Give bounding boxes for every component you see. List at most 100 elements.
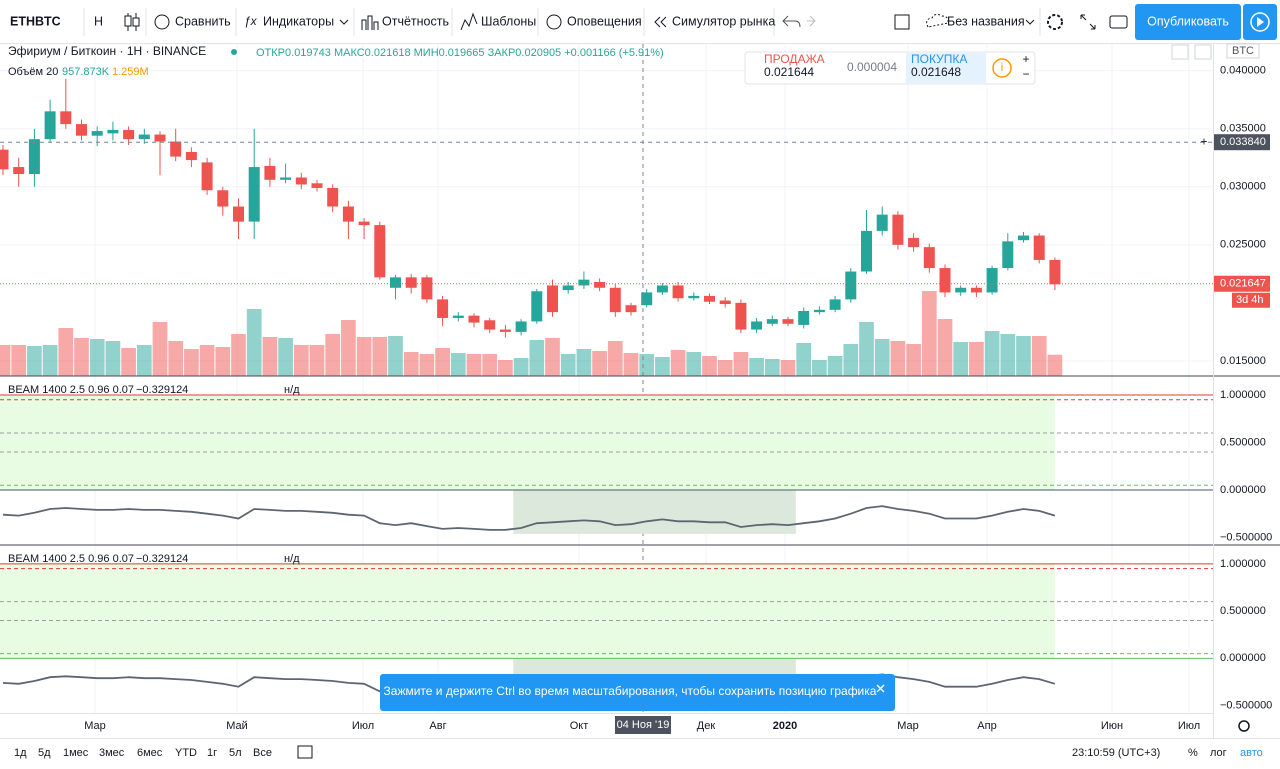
last-price-badge [1214, 275, 1270, 292]
info-glyph[interactable]: i [1001, 60, 1004, 74]
fullscreen-box[interactable] [894, 14, 910, 30]
financials-icon[interactable] [361, 15, 379, 30]
candle-body [405, 277, 417, 288]
range-button[interactable]: 5л [229, 747, 242, 759]
date-range-icon[interactable] [297, 745, 313, 759]
qty-minus[interactable]: − [1022, 67, 1029, 81]
templates-icon[interactable] [460, 12, 478, 31]
x-tick-label: Июл [352, 720, 374, 732]
candle-body [986, 268, 998, 293]
range-button[interactable]: YTD [175, 747, 197, 759]
y-tick-label: −0.500000 [1220, 699, 1272, 711]
candle-body [625, 305, 637, 313]
candle-body [578, 279, 590, 286]
alerts-icon[interactable] [546, 14, 562, 30]
x-tick-label: Апр [977, 720, 996, 732]
symbol[interactable]: ETHBTC [10, 14, 61, 28]
sell-label[interactable]: ПРОДАЖА [764, 52, 825, 66]
symbol-title: Эфириум / Биткоин · 1H · BINANCE [8, 44, 206, 58]
publish-label[interactable]: Опубликовать [1147, 14, 1229, 28]
candle-body [672, 285, 684, 299]
volume-bar [733, 352, 749, 376]
candle-type-icon[interactable] [124, 13, 140, 31]
volume-bar [136, 345, 152, 376]
x-tick-label: 2020 [773, 720, 797, 732]
compare-icon[interactable] [154, 14, 170, 30]
candle-body [295, 177, 307, 185]
range-button[interactable]: 1г [207, 747, 217, 759]
volume-bar [215, 347, 231, 376]
crosshair-price-badge [1214, 134, 1270, 151]
expand-icon[interactable] [1080, 14, 1096, 30]
range-button[interactable]: Все [253, 747, 272, 759]
indicators-icon[interactable]: ƒx [244, 14, 258, 28]
range-button[interactable]: 5д [38, 747, 51, 759]
dropdown-arrow[interactable] [1025, 19, 1035, 25]
reset-btn[interactable] [1194, 44, 1212, 60]
candle-body [908, 237, 920, 248]
volume-bar [246, 309, 262, 376]
sell-button[interactable] [757, 53, 837, 83]
range-button[interactable]: 1д [14, 747, 27, 759]
chart-area: 0.040000 0.035000 0.030000 0.025000 0.015000… [0, 44, 1280, 738]
buy-price[interactable]: 0.021648 [911, 65, 961, 79]
candle-body [342, 206, 354, 222]
layout-name[interactable]: Без названия [947, 14, 1025, 28]
alerts-button[interactable]: Оповещения [567, 14, 642, 28]
undo[interactable] [782, 15, 801, 28]
crosshair-time: 04 Ноя '19 [617, 719, 670, 731]
auto-toggle[interactable]: авто [1240, 747, 1263, 759]
volume-bar [874, 339, 890, 376]
volume-bar [325, 334, 341, 376]
volume-bar [372, 337, 388, 376]
settings-icon[interactable] [1047, 14, 1063, 30]
clock: 23:10:59 (UTC+3) [1072, 747, 1160, 759]
templates-button[interactable]: Шаблоны [481, 14, 536, 28]
toolbar [0, 0, 1280, 44]
range-button[interactable]: 6мес [137, 747, 163, 759]
volume-bar [450, 353, 466, 376]
interval[interactable]: Н [94, 14, 103, 28]
range-button[interactable]: 3мес [99, 747, 125, 759]
volume-bar [1047, 354, 1063, 376]
buy-button[interactable] [906, 53, 986, 83]
toast-close[interactable] [876, 684, 885, 693]
volume-bar [1000, 334, 1016, 376]
sell-price[interactable]: 0.021644 [764, 65, 814, 79]
candle-body [217, 190, 229, 207]
snapshot-icon[interactable] [1109, 15, 1128, 29]
candle-body [452, 315, 464, 318]
qty-plus[interactable]: + [1022, 52, 1029, 66]
volume-bar [403, 352, 419, 376]
volume-bar [262, 337, 278, 376]
candle-body [531, 291, 543, 322]
buy-label[interactable]: ПОКУПКА [911, 52, 967, 66]
ohlc-values: ОТКР0.019743 МАКС0.021618 МИН0.019665 ЗА… [256, 47, 664, 59]
axis-settings[interactable] [1238, 720, 1250, 732]
dropdown-arrow[interactable] [339, 19, 349, 25]
candle-body [311, 183, 323, 188]
candle-body [123, 129, 135, 140]
financials-button[interactable]: Отчётность [382, 14, 449, 28]
stream-icon[interactable] [1250, 12, 1270, 32]
log-toggle[interactable]: лог [1210, 747, 1227, 759]
y-tick-label: 0.015000 [1220, 355, 1266, 367]
info-icon[interactable] [992, 58, 1012, 78]
candle-body [280, 177, 292, 180]
redo[interactable] [807, 15, 816, 27]
indicators-button[interactable]: Индикаторы [263, 14, 334, 28]
replay-icon[interactable] [654, 16, 667, 28]
compare-button[interactable]: Сравнить [175, 14, 231, 28]
stream-play[interactable] [1257, 17, 1264, 27]
candle-body [28, 139, 40, 175]
volume-bar [199, 345, 215, 376]
scroll-down-btn[interactable] [1171, 44, 1189, 60]
percent-toggle[interactable]: % [1188, 747, 1198, 759]
range-button[interactable]: 1мес [63, 747, 89, 759]
volume-bar [89, 339, 105, 376]
x-tick-label: Мар [84, 720, 106, 732]
y-tick-label: 0.040000 [1220, 65, 1266, 77]
candle-body [390, 277, 401, 288]
publish-button[interactable] [1135, 4, 1241, 40]
replay-button[interactable]: Симулятор рынка [672, 14, 775, 28]
